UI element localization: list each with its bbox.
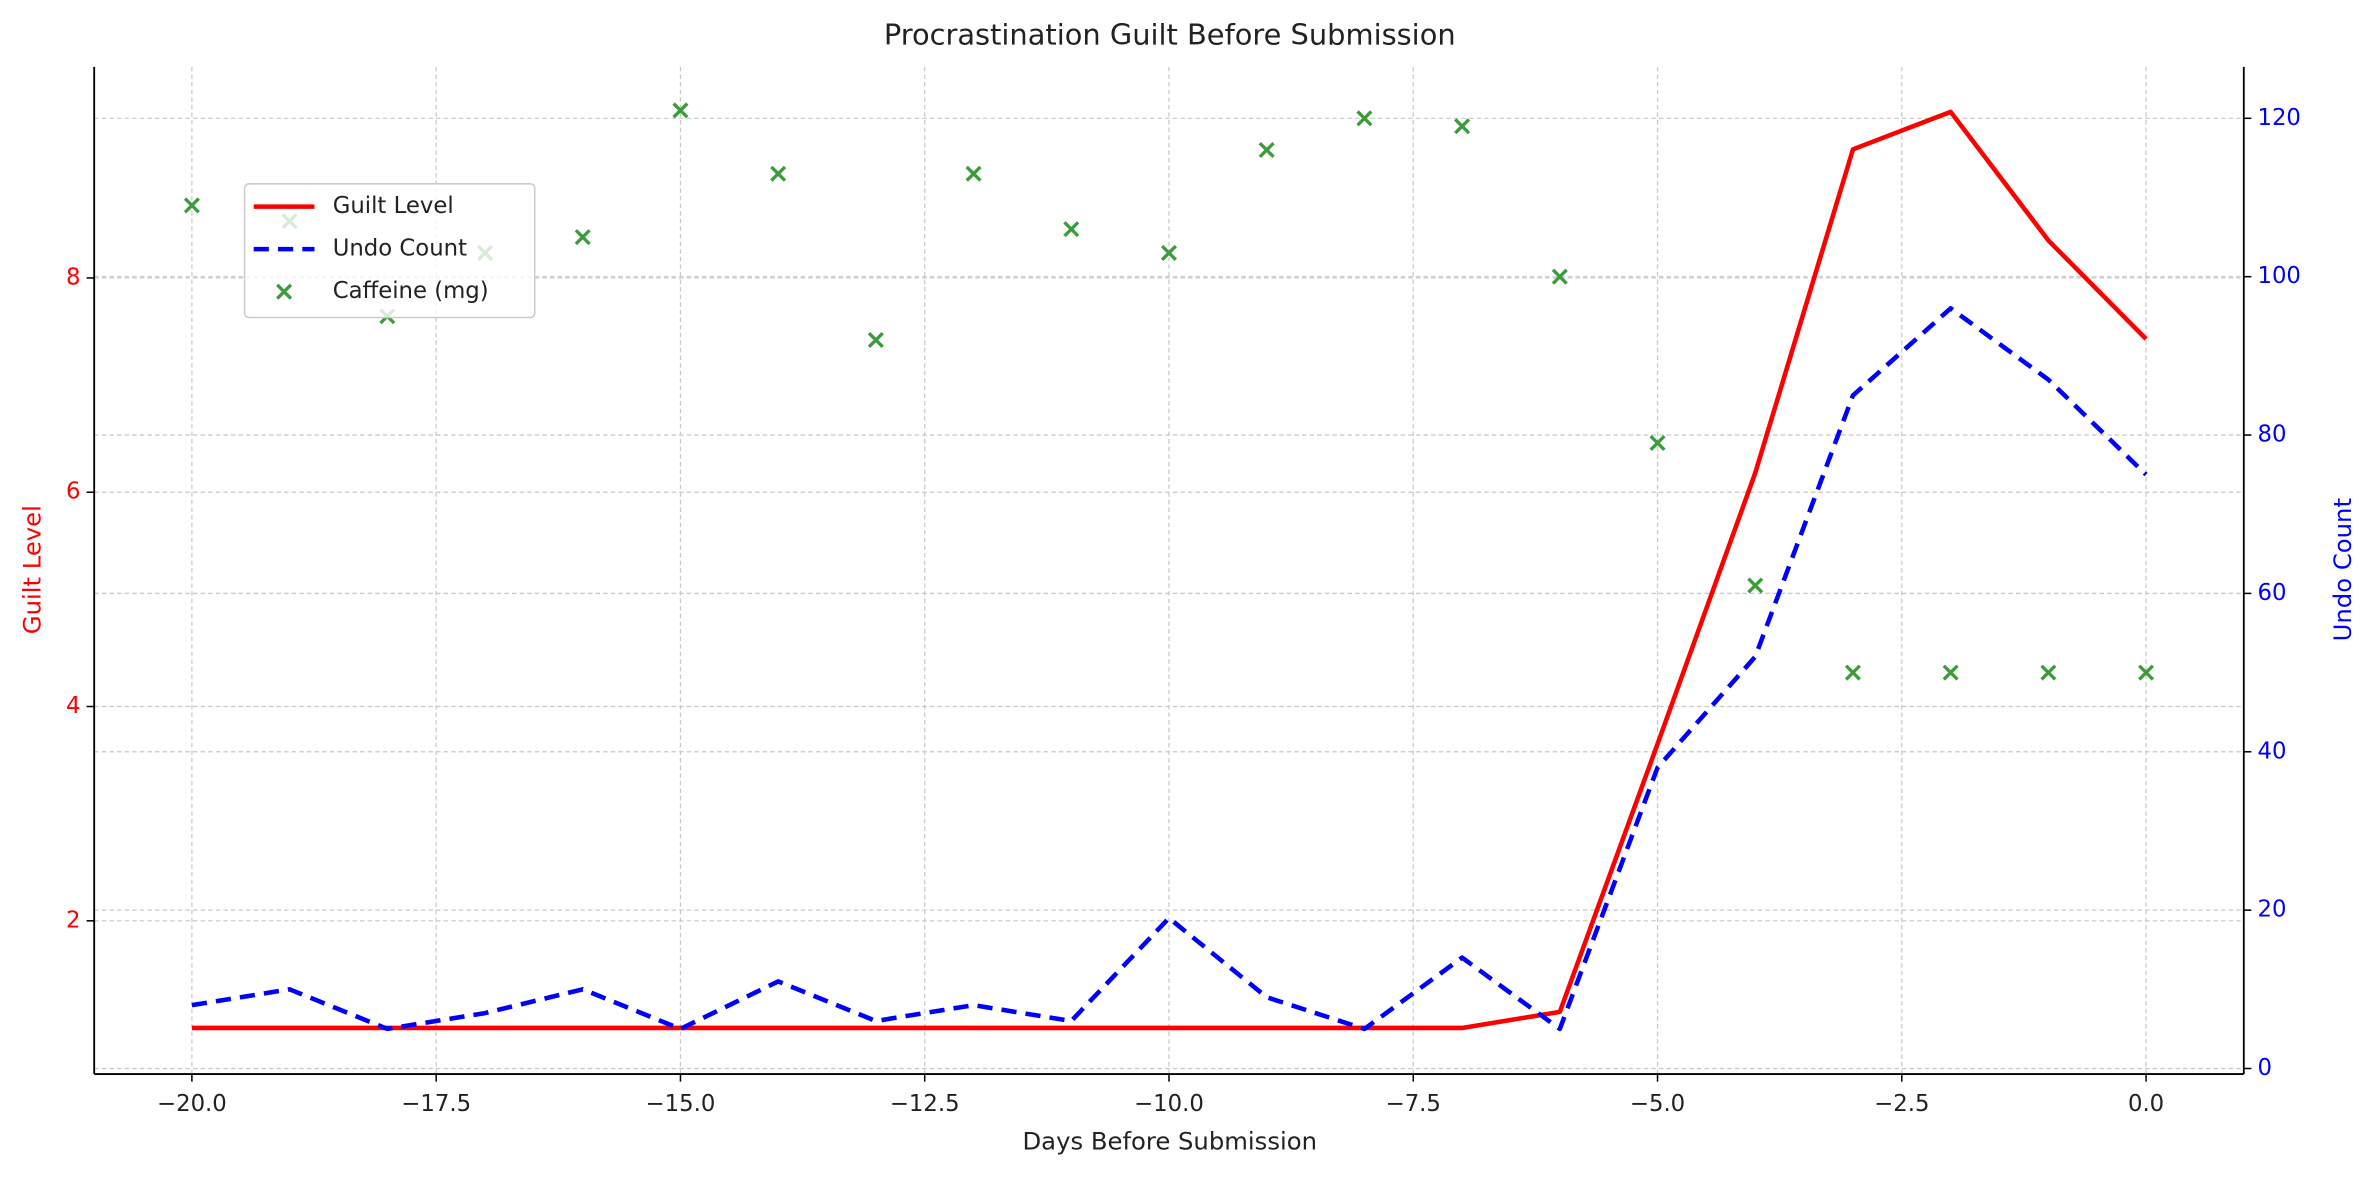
x-tick-label: −10.0 <box>1134 1091 1204 1117</box>
y-tick-label: 2 <box>66 907 80 933</box>
scatter-point <box>867 332 884 349</box>
scatter-point <box>2138 664 2155 681</box>
scatter-point <box>2040 664 2057 681</box>
scatter-point <box>1649 434 1666 451</box>
x-tick-label: −5.0 <box>1630 1091 1685 1117</box>
scatter-point <box>1844 664 1861 681</box>
legend-box <box>243 183 536 319</box>
legend: Guilt Level Undo Count Caffeine (mg) <box>243 183 536 319</box>
x-tick-label: −12.5 <box>890 1091 960 1117</box>
scatter-point <box>1747 577 1764 594</box>
scatter-point <box>1258 141 1275 159</box>
y-axis-label: Guilt Level <box>17 505 46 634</box>
legend-label: Undo Count <box>333 236 467 262</box>
scatter-point <box>183 197 200 214</box>
chart-title: Procrastination Guilt Before Submission <box>884 17 1456 51</box>
y2-tick-label: 80 <box>2257 422 2286 448</box>
x-tick-label: −7.5 <box>1386 1091 1441 1117</box>
scatter-point <box>1356 110 1373 127</box>
y-tick-label: 4 <box>66 693 80 719</box>
y2-tick-label: 120 <box>2257 105 2300 131</box>
scatter-point <box>1454 118 1471 135</box>
line-series <box>191 306 2148 1032</box>
legend-label: Caffeine (mg) <box>333 278 489 304</box>
x-tick-label: −2.5 <box>1874 1091 1929 1117</box>
scatter-point <box>770 165 787 182</box>
scatter-point <box>965 165 982 182</box>
scatter-point <box>672 102 689 119</box>
x-axis-label: Days Before Submission <box>1022 1126 1317 1155</box>
x-tick-label: −17.5 <box>401 1091 471 1117</box>
x-tick-label: −15.0 <box>646 1091 716 1117</box>
y2-tick-label: 100 <box>2257 263 2300 289</box>
y-tick-label: 6 <box>66 479 80 505</box>
legend-swatch <box>276 283 293 300</box>
scatter-point <box>1551 268 1568 285</box>
y2-tick-label: 0 <box>2257 1055 2271 1081</box>
scatter-point <box>1063 221 1080 238</box>
scatter-point <box>1942 664 1959 681</box>
scatter-point <box>1160 244 1178 261</box>
y2-tick-label: 60 <box>2257 580 2286 606</box>
y-tick-label: 8 <box>66 264 80 290</box>
legend-label: Guilt Level <box>333 193 454 219</box>
y2-axis-label: Undo Count <box>2328 498 2357 641</box>
x-tick-label: −20.0 <box>157 1091 227 1117</box>
line-series <box>191 109 2148 1031</box>
y2-tick-label: 40 <box>2257 738 2286 764</box>
scatter-point <box>574 229 591 246</box>
x-tick-label: 0.0 <box>2128 1091 2164 1117</box>
y2-tick-label: 20 <box>2257 897 2286 923</box>
